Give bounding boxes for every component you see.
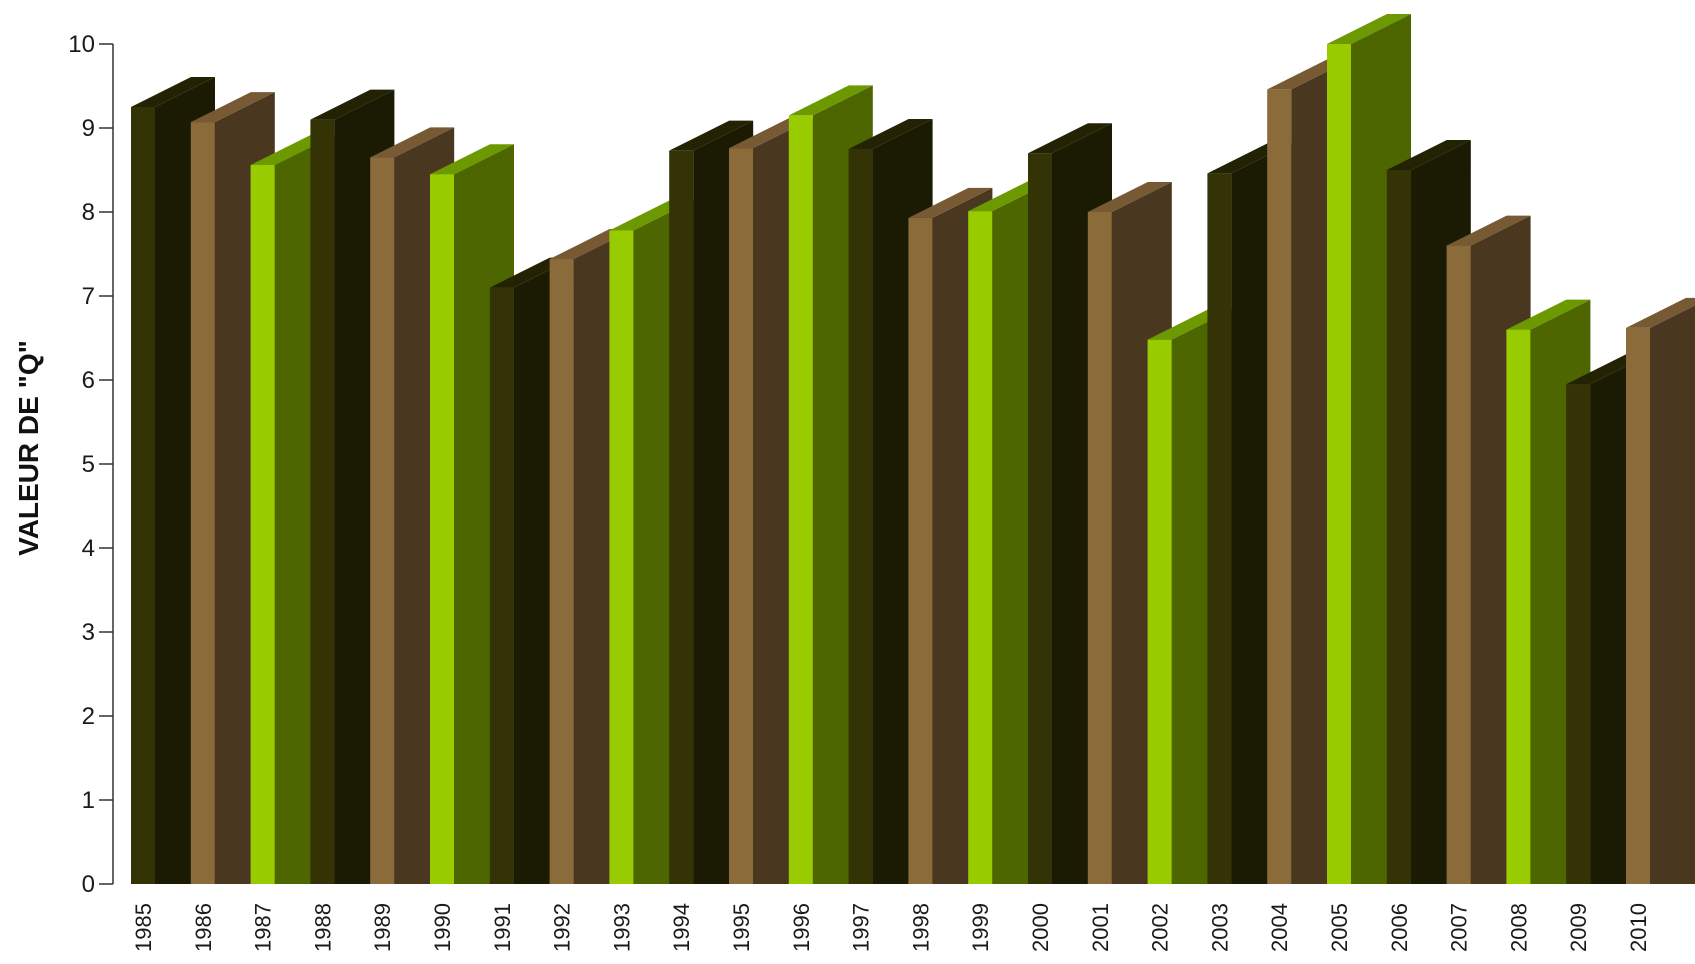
bar-top bbox=[1028, 123, 1112, 154]
y-tick-label: 6 bbox=[82, 367, 95, 394]
y-tick-label: 9 bbox=[82, 115, 95, 142]
bar-top bbox=[669, 120, 754, 151]
bar-front bbox=[370, 157, 395, 884]
x-tick-label: 2007 bbox=[1447, 903, 1472, 952]
x-tick-label: 2008 bbox=[1506, 903, 1531, 952]
x-tick-label: 1991 bbox=[490, 903, 515, 952]
bar-front bbox=[729, 148, 753, 884]
bars-group bbox=[131, 14, 1695, 885]
x-tick-label: 1992 bbox=[550, 903, 575, 952]
bar-front bbox=[1087, 212, 1112, 884]
x-tick-label: 1986 bbox=[191, 903, 216, 952]
x-tick-label: 2006 bbox=[1387, 903, 1412, 952]
bar-top bbox=[788, 85, 873, 116]
bar-front bbox=[1566, 384, 1591, 884]
x-tick-label: 2001 bbox=[1088, 903, 1113, 952]
bar-front bbox=[1327, 44, 1351, 884]
bar-top bbox=[310, 89, 395, 120]
bar-top bbox=[1087, 182, 1172, 212]
bar-top bbox=[1446, 215, 1531, 246]
x-tick-label: 2000 bbox=[1028, 903, 1053, 952]
bar-top bbox=[430, 144, 514, 175]
bar-front bbox=[1386, 170, 1411, 884]
x-tick-label: 1985 bbox=[131, 903, 156, 952]
bar-top bbox=[848, 119, 933, 149]
bar-front bbox=[250, 164, 275, 884]
bar-front bbox=[788, 115, 813, 884]
bar-front bbox=[968, 211, 993, 884]
bar-front bbox=[1626, 327, 1650, 884]
y-tick-label: 5 bbox=[82, 451, 95, 478]
y-axis-label: VALEUR DE "Q" bbox=[13, 340, 44, 556]
bar-front bbox=[549, 259, 574, 884]
y-tick-label: 8 bbox=[82, 199, 95, 226]
x-tick-label: 2009 bbox=[1566, 903, 1591, 952]
bar-front bbox=[1446, 245, 1471, 885]
x-tick-label: 1987 bbox=[251, 903, 276, 952]
bar-front bbox=[1506, 329, 1531, 885]
bar-front bbox=[908, 217, 933, 884]
y-tick-label: 10 bbox=[68, 31, 95, 58]
bar-side bbox=[1650, 305, 1695, 884]
y-axis: 0 1 2 3 4 5 6 7 8 9 10 bbox=[68, 31, 114, 898]
bar-front bbox=[848, 149, 873, 884]
x-tick-label: 1995 bbox=[729, 903, 754, 952]
bar-top bbox=[908, 187, 993, 218]
x-tick-label: 2004 bbox=[1267, 903, 1292, 952]
bar-front bbox=[1267, 89, 1292, 885]
bar-front bbox=[430, 174, 454, 884]
y-tick-label: 7 bbox=[82, 283, 95, 310]
bar-front bbox=[609, 230, 634, 885]
x-tick-label: 1998 bbox=[908, 903, 933, 952]
x-tick-label: 1999 bbox=[968, 903, 993, 952]
bar-top bbox=[1506, 299, 1591, 330]
x-tick-label: 2003 bbox=[1207, 903, 1232, 952]
bar-front bbox=[131, 107, 155, 884]
x-tick-label: 1989 bbox=[370, 903, 395, 952]
x-tick-label: 1993 bbox=[609, 903, 634, 952]
x-tick-label: 2002 bbox=[1148, 903, 1173, 952]
x-tick-label: 1990 bbox=[430, 903, 455, 952]
x-axis-labels: 1985 1986 1987 1988 1989 1990 1991 1992 1993 1994… bbox=[131, 903, 1651, 952]
bar-front bbox=[489, 287, 514, 885]
bar-top bbox=[1626, 297, 1695, 328]
bar-front bbox=[1207, 173, 1232, 885]
y-tick-label: 3 bbox=[82, 619, 95, 646]
y-tick-label: 1 bbox=[82, 787, 95, 814]
x-tick-label: 2010 bbox=[1626, 903, 1651, 952]
x-tick-label: 2005 bbox=[1327, 903, 1352, 952]
x-tick-label: 1988 bbox=[310, 903, 335, 952]
bar bbox=[1626, 297, 1695, 884]
bar-top bbox=[131, 77, 215, 107]
x-tick-label: 1996 bbox=[789, 903, 814, 952]
bar-front bbox=[1028, 153, 1052, 884]
bar-top bbox=[370, 127, 455, 158]
y-tick-label: 0 bbox=[82, 871, 95, 898]
x-tick-label: 1994 bbox=[669, 903, 694, 952]
bar-front bbox=[669, 150, 694, 884]
bar-front bbox=[1147, 339, 1172, 884]
x-tick-label: 1997 bbox=[849, 903, 874, 952]
y-tick-label: 4 bbox=[82, 535, 95, 562]
y-tick-label: 2 bbox=[82, 703, 95, 730]
bar-top bbox=[1327, 14, 1411, 44]
bar-front bbox=[310, 119, 335, 885]
bar-top bbox=[190, 92, 275, 123]
bar-top bbox=[1386, 140, 1471, 170]
bar-front bbox=[190, 122, 215, 885]
